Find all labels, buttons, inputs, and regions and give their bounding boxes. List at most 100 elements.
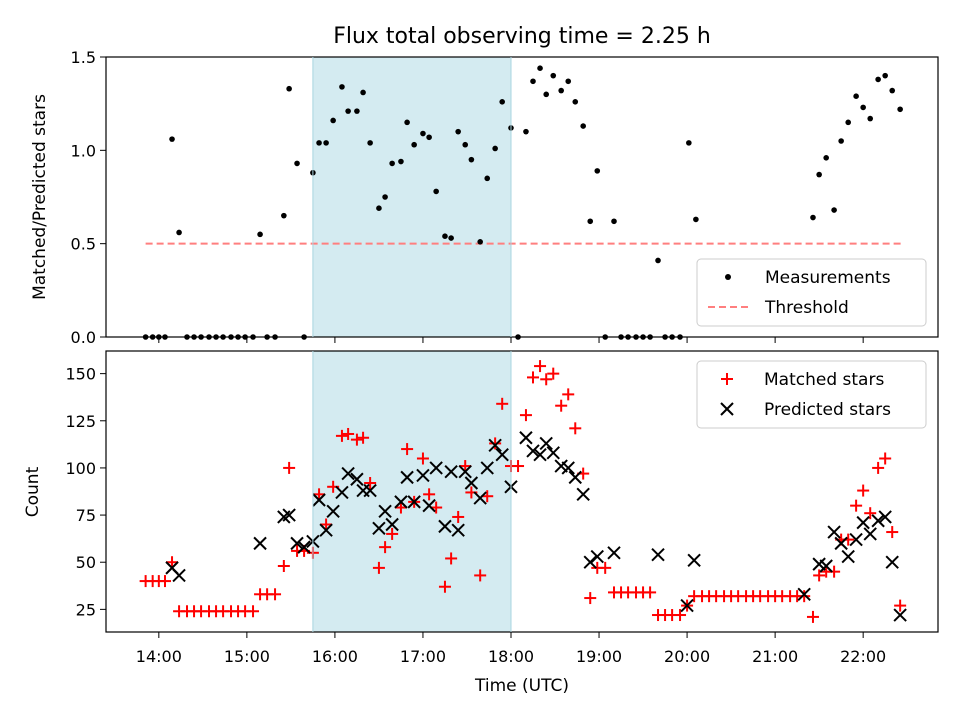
matched-star-point <box>350 433 363 446</box>
predicted-star-point <box>416 468 430 483</box>
matched-star-point <box>247 605 260 618</box>
legend-predicted-marker <box>720 402 734 416</box>
measurement-point <box>316 140 322 146</box>
measurement-point <box>367 140 373 146</box>
predicted-star-point <box>438 519 452 534</box>
predicted-star-point <box>253 536 267 551</box>
top-axes-frame <box>105 56 939 338</box>
top-x-ticks <box>158 337 864 343</box>
predicted-star-point <box>444 464 458 479</box>
measurement-point <box>550 72 557 79</box>
predicted-star-point <box>429 461 443 475</box>
matched-star-point <box>569 422 582 435</box>
predicted-star-point <box>863 527 877 541</box>
predicted-star-point <box>480 461 494 475</box>
predicted-star-point <box>539 436 553 451</box>
predicted-star-point <box>488 438 502 453</box>
measurement-point <box>897 106 903 113</box>
y-tick-label: 1.0 <box>71 141 96 160</box>
x-tick-label: 17:00 <box>400 647 446 666</box>
bottom-axes-frame <box>105 350 939 633</box>
predicted-star-point <box>451 523 465 537</box>
measurement-point <box>354 108 360 114</box>
measurement-point <box>462 141 469 148</box>
measurement-point <box>587 218 594 225</box>
legend-measurements-label: Measurements <box>765 268 891 288</box>
measurement-point <box>565 78 572 85</box>
y-tick-label: 50 <box>76 553 96 572</box>
predicted-star-point <box>607 546 621 560</box>
predicted-star-point <box>394 495 408 509</box>
matched-star-point <box>372 561 385 574</box>
measurement-point <box>492 145 498 152</box>
bottom-panel: 25 50 75 100 125 150 14:00 15:00 16:00 17:00 18:0… <box>23 350 939 696</box>
matched-star-point <box>335 429 348 442</box>
x-tick-label: 16:00 <box>312 647 358 666</box>
legend-matched-marker <box>721 373 733 385</box>
measurement-point <box>169 136 175 142</box>
measurement-point <box>411 141 417 148</box>
matched-star-point <box>584 592 597 605</box>
measurement-point <box>176 229 182 236</box>
measurement-point <box>860 104 866 111</box>
matched-star-point <box>555 399 568 412</box>
x-tick-label: 15:00 <box>224 647 270 666</box>
measurement-point <box>816 171 822 178</box>
measurement-point <box>484 175 491 182</box>
bottom-observing-span <box>312 351 511 632</box>
measurement-point <box>611 218 617 225</box>
predicted-star-point <box>458 464 472 479</box>
measurement-point <box>882 72 888 79</box>
matched-star-point <box>644 586 657 599</box>
count-points <box>139 360 907 623</box>
predicted-star-point <box>680 598 694 613</box>
top-legend-box <box>696 258 927 327</box>
y-tick-label: 100 <box>65 459 96 478</box>
predicted-star-point <box>819 559 833 573</box>
x-tick-label: 19:00 <box>576 647 622 666</box>
measurement-point <box>420 130 426 137</box>
measurement-point <box>580 123 586 129</box>
predicted-star-point <box>385 517 399 532</box>
bottom-y-axis-label: Count <box>23 466 43 517</box>
y-tick-label: 0.0 <box>71 328 96 347</box>
matched-star-point <box>872 461 885 474</box>
predicted-star-point <box>350 472 364 486</box>
measurement-point <box>530 78 536 85</box>
matched-star-point <box>857 484 870 497</box>
predicted-star-point <box>797 587 811 601</box>
legend-measurement-marker <box>725 274 731 280</box>
matched-star-point <box>357 431 370 444</box>
predicted-star-point <box>319 523 333 537</box>
predicted-star-point <box>546 446 560 460</box>
predicted-star-point <box>519 431 533 445</box>
measurement-point <box>257 231 263 238</box>
matched-star-point <box>166 556 179 569</box>
matched-star-point <box>512 460 525 473</box>
y-tick-label: 75 <box>76 506 96 525</box>
matched-star-point <box>674 609 687 622</box>
measurement-point <box>389 160 395 167</box>
matched-star-point <box>386 527 399 540</box>
top-observing-span <box>312 57 511 337</box>
measurement-point <box>867 115 874 122</box>
y-tick-label: 150 <box>65 365 96 384</box>
predicted-star-point <box>687 553 701 568</box>
predicted-star-point <box>849 532 863 547</box>
matched-star-point <box>320 518 333 531</box>
matched-star-point <box>519 409 532 422</box>
predicted-star-point <box>871 514 885 528</box>
matched-star-point <box>894 599 907 612</box>
matched-star-point <box>806 610 819 623</box>
bottom-y-ticks: 25 50 75 100 125 150 <box>65 365 106 619</box>
measurement-point <box>693 216 699 223</box>
matched-star-point <box>313 488 326 501</box>
legend-threshold-label: Threshold <box>764 298 849 318</box>
predicted-star-point <box>363 483 377 498</box>
measurement-point <box>448 235 454 241</box>
predicted-star-point <box>827 525 841 539</box>
matched-star-point <box>452 510 465 523</box>
measurement-point <box>382 194 388 200</box>
predicted-star-point <box>312 493 326 507</box>
predicted-star-point <box>422 498 436 513</box>
